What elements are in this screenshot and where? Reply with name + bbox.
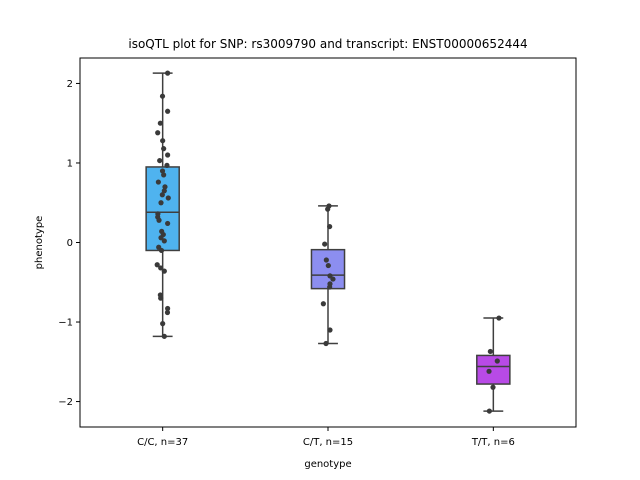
data-point [486, 368, 492, 374]
data-point [154, 262, 160, 268]
data-point [327, 284, 333, 290]
data-point [156, 217, 162, 223]
data-point [327, 223, 333, 230]
data-point [323, 257, 329, 263]
x-tick-label: C/T, n=15 [303, 437, 353, 448]
chart-title: isoQTL plot for SNP: rs3009790 and trans… [128, 37, 527, 51]
data-point [161, 238, 167, 244]
data-point [496, 315, 502, 321]
data-point [162, 184, 168, 190]
y-tick-label: −1 [58, 318, 73, 329]
data-point [157, 157, 163, 164]
x-tick-label: T/T, n=6 [471, 437, 515, 448]
data-point [159, 93, 166, 99]
x-tick-label: C/C, n=37 [137, 437, 188, 448]
y-tick-label: 2 [67, 79, 73, 90]
data-point [165, 220, 171, 227]
x-axis-label: genotype [304, 459, 351, 470]
y-tick-label: −2 [58, 397, 73, 408]
data-point [159, 192, 165, 198]
data-point [159, 168, 166, 174]
data-point [486, 408, 492, 414]
data-point [325, 262, 331, 269]
data-point [161, 333, 167, 339]
data-point [155, 130, 161, 136]
box-group [145, 70, 180, 339]
data-point [160, 138, 166, 144]
data-point [164, 162, 170, 168]
y-tick-label: 0 [67, 238, 73, 249]
data-point [161, 268, 167, 274]
data-point [158, 295, 164, 301]
data-point [322, 241, 328, 247]
data-point [155, 179, 161, 185]
data-point [164, 309, 171, 316]
data-point [161, 172, 167, 178]
data-point [158, 265, 164, 271]
box-group [476, 315, 511, 414]
data-point [165, 70, 171, 76]
y-axis-label: phenotype [34, 216, 45, 270]
box-iqr [476, 354, 511, 385]
y-tick-label: 1 [67, 158, 73, 169]
data-point [161, 146, 167, 152]
data-point [165, 152, 171, 158]
plot-area [145, 70, 511, 414]
data-point [320, 301, 326, 307]
data-point [323, 340, 329, 347]
data-point [330, 276, 336, 282]
data-point [165, 305, 171, 312]
data-point [158, 235, 164, 241]
data-point [325, 206, 331, 212]
x-axis: C/C, n=37 C/T, n=15 T/T, n=6 [137, 427, 515, 448]
data-point [487, 348, 493, 355]
data-point [158, 200, 164, 206]
data-point [494, 358, 500, 364]
data-point [327, 327, 333, 333]
data-point [490, 384, 496, 390]
data-point [165, 108, 171, 114]
data-point [160, 321, 166, 327]
y-axis: 2 1 0 −1 −2 [58, 79, 80, 408]
data-point [161, 188, 167, 194]
data-point [157, 120, 163, 126]
data-point [165, 195, 171, 201]
data-point [158, 247, 165, 254]
box-group [310, 203, 346, 347]
box-iqr [310, 248, 346, 290]
